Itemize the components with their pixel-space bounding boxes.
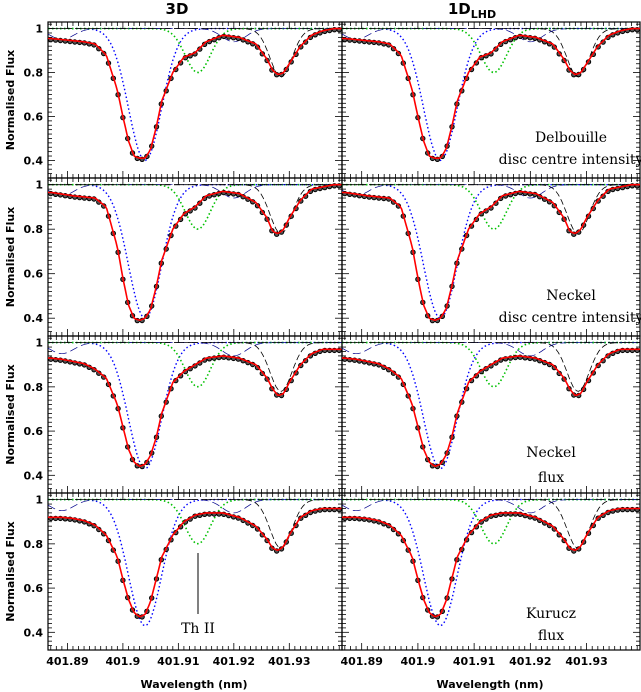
panel-annotation-line2: disc centre intensity — [499, 152, 641, 168]
y-tick-label: 0.4 — [24, 626, 44, 639]
panel-grid: 0.4 0.6 0.8 1 Normalised Flux Delbouille disc … — [4, 21, 641, 668]
th-ii-label: Th II — [181, 621, 215, 637]
model-line — [48, 183, 342, 322]
blend-component-blue — [48, 27, 342, 162]
y-tick-label: 1 — [35, 23, 43, 36]
panel-annotation-line2: disc centre intensity — [499, 310, 641, 326]
panel-annotation-line1: Delbouille — [535, 130, 607, 146]
model-line — [342, 348, 640, 468]
panel-frame — [47, 335, 343, 494]
x-tick-label: 401.93 — [565, 655, 607, 668]
y-tick-label: 0.6 — [24, 268, 44, 281]
y-tick-label: 1 — [35, 494, 43, 507]
model-line — [342, 507, 640, 618]
model-line — [48, 348, 342, 468]
y-tick-label: 0.8 — [24, 67, 44, 80]
panel-frame — [341, 335, 641, 494]
column-title-3d: 3D — [166, 0, 189, 18]
blend-component-blue — [48, 498, 342, 627]
column-title-1d: 1DLHD — [448, 0, 496, 21]
panel-annotation-line1: Neckel — [546, 288, 596, 304]
blend-component-longdash — [47, 184, 342, 199]
x-tick-label: 401.93 — [268, 655, 310, 668]
y-axis-label: Normalised Flux — [4, 521, 17, 622]
x-tick-label: 401.92 — [213, 655, 255, 668]
panel-annotation-line2: flux — [538, 470, 564, 486]
x-tick-label: 401.89 — [340, 655, 382, 668]
y-tick-label: 0.6 — [24, 110, 44, 123]
x-tick-label: 401.9 — [401, 655, 436, 668]
model-line — [48, 507, 342, 618]
x-axis-label-left: Wavelength (nm) — [141, 678, 248, 691]
panel-annotation-line1: Kurucz — [526, 606, 576, 622]
x-tick-label: 401.91 — [453, 655, 495, 668]
blend-component-blue — [48, 341, 342, 470]
x-axis-label-right: Wavelength (nm) — [437, 678, 544, 691]
model-line — [342, 183, 640, 322]
y-tick-label: 0.6 — [24, 425, 44, 438]
panel-r3-c1: 401.89 401.9 401.91 401.92 401.93 Kurucz flux — [340, 492, 641, 668]
y-tick-label: 1 — [35, 337, 43, 350]
panel-annotation-line1: Neckel — [526, 445, 576, 461]
y-tick-label: 0.8 — [24, 223, 44, 236]
blend-component-longdash — [341, 499, 640, 514]
panel-r1-c1: Neckel disc centre intensity — [341, 177, 641, 337]
panel-frame — [47, 177, 343, 337]
panel-r2-c0: 0.4 0.6 0.8 1 Normalised Flux — [4, 335, 343, 494]
y-axis-label: Normalised Flux — [4, 364, 17, 465]
y-tick-label: 0.4 — [24, 469, 44, 482]
x-tick-label: 401.92 — [509, 655, 551, 668]
blend-component-blue — [342, 184, 640, 319]
panel-r3-c0: 0.4 0.6 0.8 1 Normalised Flux 401.89 401.9 401.… — [4, 492, 343, 668]
blend-component-longdash — [47, 28, 342, 43]
y-tick-label: 0.4 — [24, 312, 44, 325]
y-tick-label: 0.8 — [24, 381, 44, 394]
x-tick-label: 401.89 — [46, 655, 88, 668]
x-tick-label: 401.9 — [105, 655, 140, 668]
y-tick-label: 0.4 — [24, 154, 44, 167]
panel-r1-c0: 0.4 0.6 0.8 1 Normalised Flux — [4, 177, 343, 337]
x-tick-label: 401.91 — [157, 655, 199, 668]
y-tick-label: 0.8 — [24, 538, 44, 551]
panel-annotation-line2: flux — [538, 628, 564, 644]
blend-component-blue — [342, 341, 640, 470]
column-title-1d-sub: LHD — [471, 8, 496, 21]
model-line — [48, 27, 342, 159]
y-tick-label: 0.6 — [24, 582, 44, 595]
panel-r0-c0: 0.4 0.6 0.8 1 Normalised Flux — [4, 21, 343, 179]
y-axis-label: Normalised Flux — [4, 50, 17, 151]
column-title-1d-main: 1D — [448, 0, 471, 18]
panel-r2-c1: Neckel flux — [341, 335, 641, 494]
panel-r0-c1: Delbouille disc centre intensity — [341, 21, 641, 179]
model-line — [342, 27, 640, 159]
y-axis-label: Normalised Flux — [4, 207, 17, 308]
y-tick-label: 1 — [35, 179, 43, 192]
blend-component-longdash — [341, 342, 640, 357]
